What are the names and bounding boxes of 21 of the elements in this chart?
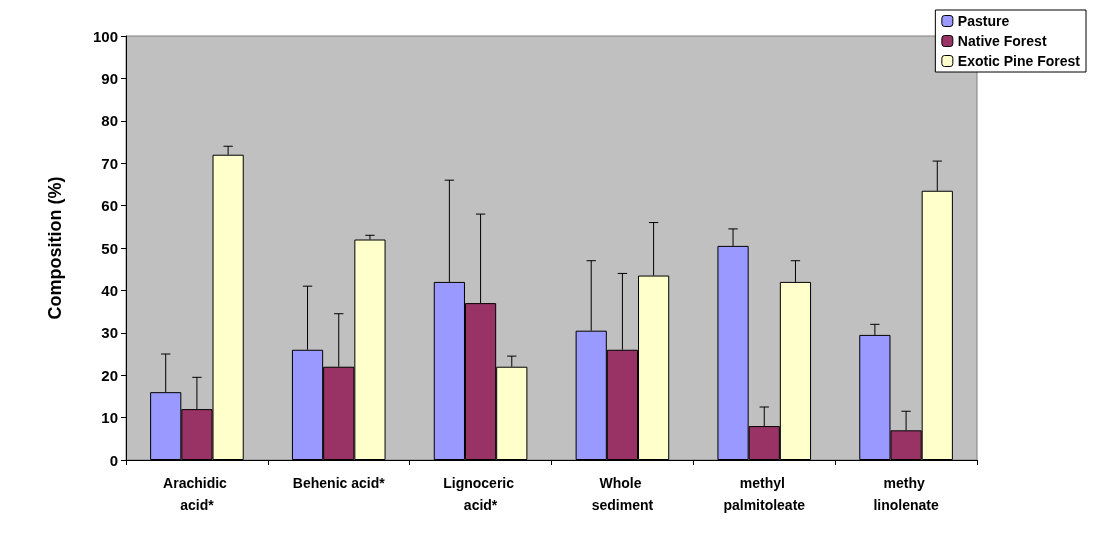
x-tick-label: Behenic acid* — [292, 475, 386, 491]
y-tick-label: 10 — [101, 409, 118, 427]
y-tick-label: 30 — [101, 324, 118, 342]
y-tick-label: 70 — [101, 154, 118, 172]
y-tick-label: 80 — [101, 112, 118, 130]
y-tick-label: 20 — [101, 366, 118, 384]
legend-label: Exotic Pine Forest — [957, 53, 1081, 69]
y-tick-label: 60 — [101, 197, 118, 215]
y-tick-label: 0 — [109, 451, 118, 469]
x-tick-label: methy linolenate — [873, 475, 939, 513]
x-tick-label: methyl palmitoleate — [723, 475, 806, 513]
legend-label: Native Forest — [957, 33, 1047, 49]
y-tick-label: 40 — [101, 281, 118, 299]
y-axis-title: Composition (%) — [45, 176, 65, 320]
y-tick-label: 100 — [92, 27, 118, 45]
legend-label: Pasture — [957, 13, 1010, 29]
y-tick-label: 50 — [101, 239, 118, 257]
x-tick-label: Lignoceric acid* — [443, 475, 518, 513]
y-tick-label: 90 — [101, 69, 118, 87]
x-tick-label: Whole sediment — [591, 475, 654, 513]
x-tick-label: Arachidic acid* — [163, 475, 231, 513]
